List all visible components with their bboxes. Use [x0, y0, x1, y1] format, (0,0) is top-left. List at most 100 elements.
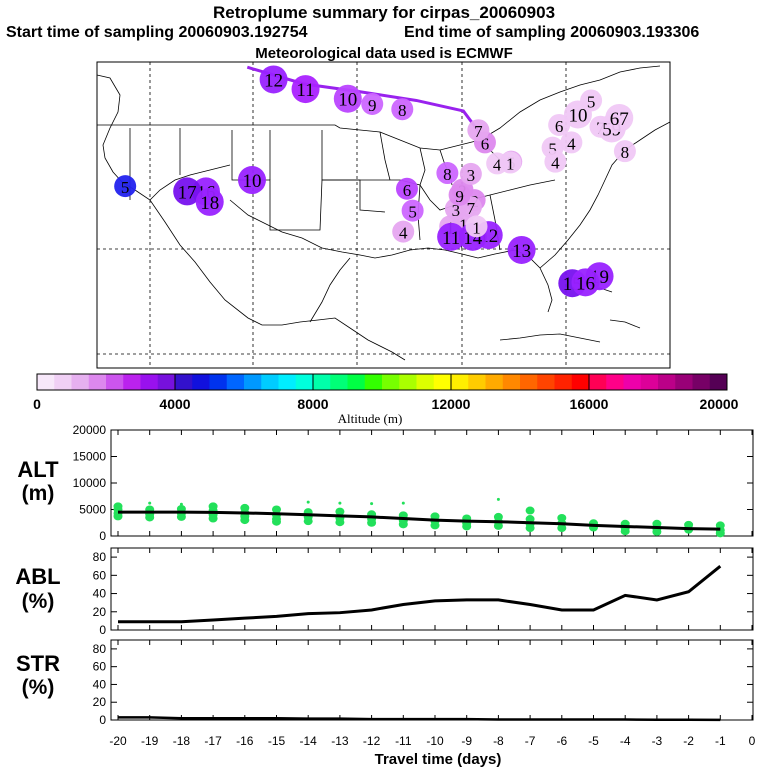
plume-cluster-6	[467, 119, 490, 142]
colorbar-cell	[88, 374, 107, 390]
x-tick-label: -12	[363, 734, 381, 748]
start-time: Start time of sampling 20060903.192754	[6, 24, 308, 41]
plume-cluster-28	[173, 177, 202, 206]
plume-day-label: 1	[459, 216, 468, 235]
abl-label-line2: (%)	[22, 590, 55, 613]
plume-day-label: 5	[548, 140, 557, 159]
x-tick-label: -1	[715, 734, 726, 748]
alt-scatter-point	[525, 524, 535, 533]
colorbar-cell	[382, 374, 400, 390]
alt-scatter-point	[306, 500, 310, 504]
colorbar-frame	[36, 373, 728, 391]
met-data-label: Meteorological data used is ECMWF	[255, 45, 513, 62]
colorbar-cell	[209, 374, 228, 390]
colorbar-cell	[623, 374, 642, 390]
x-tick-label: -10	[426, 734, 444, 748]
alt-scatter-point	[401, 501, 405, 505]
plume-day-label: 7	[474, 122, 483, 141]
plume-cluster-7	[391, 98, 414, 121]
alt-scatter-point	[398, 520, 408, 529]
colorbar-cell	[658, 374, 676, 390]
colorbar-cell	[37, 374, 55, 390]
plume-cluster-16	[401, 199, 424, 222]
colorbar-cell	[192, 374, 210, 390]
alt-scatter-point	[370, 502, 374, 506]
abl-ytick-label: 0	[99, 623, 106, 637]
colorbar-cell	[451, 374, 469, 390]
x-tick-label: -3	[652, 734, 663, 748]
x-tick-label: -17	[204, 734, 222, 748]
colorbar-cell	[278, 374, 297, 390]
map: 1234567891011121234567891011121314151617…	[96, 61, 671, 369]
abl-ytick-label: 40	[93, 587, 107, 601]
colorbar-tick-20000: 20000	[700, 396, 739, 412]
plume-day-label: 8	[621, 143, 630, 162]
colorbar-cell	[554, 374, 573, 390]
alt-scatter-point	[462, 522, 472, 531]
plume-cluster-32	[499, 151, 522, 174]
plume-cluster-8	[361, 92, 384, 115]
colorbar-cell	[295, 374, 314, 390]
alt-scatter-point	[272, 517, 281, 526]
colorbar-cell	[606, 374, 624, 390]
chart-title: Retroplume summary for cirpas_20060903	[212, 3, 556, 22]
end-time: End time of sampling 20060903.193306	[404, 24, 700, 41]
alt-scatter-point	[715, 529, 725, 538]
abl-ytick-label: 60	[93, 568, 107, 582]
plume-cluster-9	[333, 84, 362, 113]
colorbar-cell	[416, 374, 435, 390]
alt-scatter-point	[145, 513, 155, 522]
plume-day-label: 7	[467, 199, 476, 218]
alt-scatter-point	[652, 527, 662, 536]
plume-day-label: 10	[568, 105, 587, 126]
colorbar-cell	[364, 374, 383, 390]
colorbar-tick-0: 0	[33, 396, 41, 412]
alt-scatter-point	[557, 524, 567, 533]
colorbar-cell	[692, 374, 711, 390]
x-tick-label: -13	[331, 734, 349, 748]
colorbar-cell	[244, 374, 262, 390]
colorbar-tick-8000: 8000	[297, 396, 328, 412]
x-tick-label: -8	[493, 734, 504, 748]
str-ytick-label: 60	[93, 660, 107, 674]
plume-cluster-20	[448, 183, 471, 206]
plume-day-label: 10	[338, 90, 357, 111]
alt-scatter-point	[208, 514, 218, 523]
plume-cluster-43	[465, 215, 488, 238]
alt-label-line2: (m)	[22, 482, 55, 505]
plume-cluster-11	[259, 65, 288, 94]
colorbar-cell	[175, 374, 193, 390]
str-ytick-label: 40	[93, 677, 107, 691]
alt-ytick-label: 10000	[73, 476, 107, 490]
colorbar-cell	[589, 374, 607, 390]
colorbar-cell	[537, 374, 555, 390]
alt-series-line	[118, 510, 721, 531]
plume-cluster-35	[544, 150, 567, 173]
str-panel-frame	[110, 639, 754, 721]
colorbar-tick-16000: 16000	[570, 396, 609, 412]
colorbar-cell	[520, 374, 538, 390]
plume-cluster-17	[395, 177, 418, 200]
plume-day-label: 1	[506, 155, 515, 174]
x-tick-label: -20	[109, 734, 127, 748]
colorbar-cell	[140, 374, 159, 390]
x-tick-label: -16	[236, 734, 254, 748]
plume-cluster-44	[571, 268, 600, 297]
x-tick-label: -6	[556, 734, 567, 748]
alt-ytick-label: 15000	[73, 450, 107, 464]
plume-day-label: 6	[555, 117, 564, 136]
x-tick-label: 0	[749, 734, 756, 748]
colorbar-cell	[433, 374, 452, 390]
colorbar-cell	[106, 374, 124, 390]
abl-ytick-label: 20	[93, 605, 107, 619]
plume-day-label: 6	[481, 134, 490, 153]
colorbar-cell	[71, 374, 90, 390]
plume-cluster-2	[459, 162, 482, 185]
colorbar-cell	[226, 374, 245, 390]
alt-scatter-point	[148, 501, 152, 505]
alt-scatter-point	[335, 507, 345, 516]
colorbar-label: Altitude (m)	[338, 411, 403, 426]
colorbar-cell	[157, 374, 176, 390]
alt-scatter-point	[367, 518, 377, 527]
